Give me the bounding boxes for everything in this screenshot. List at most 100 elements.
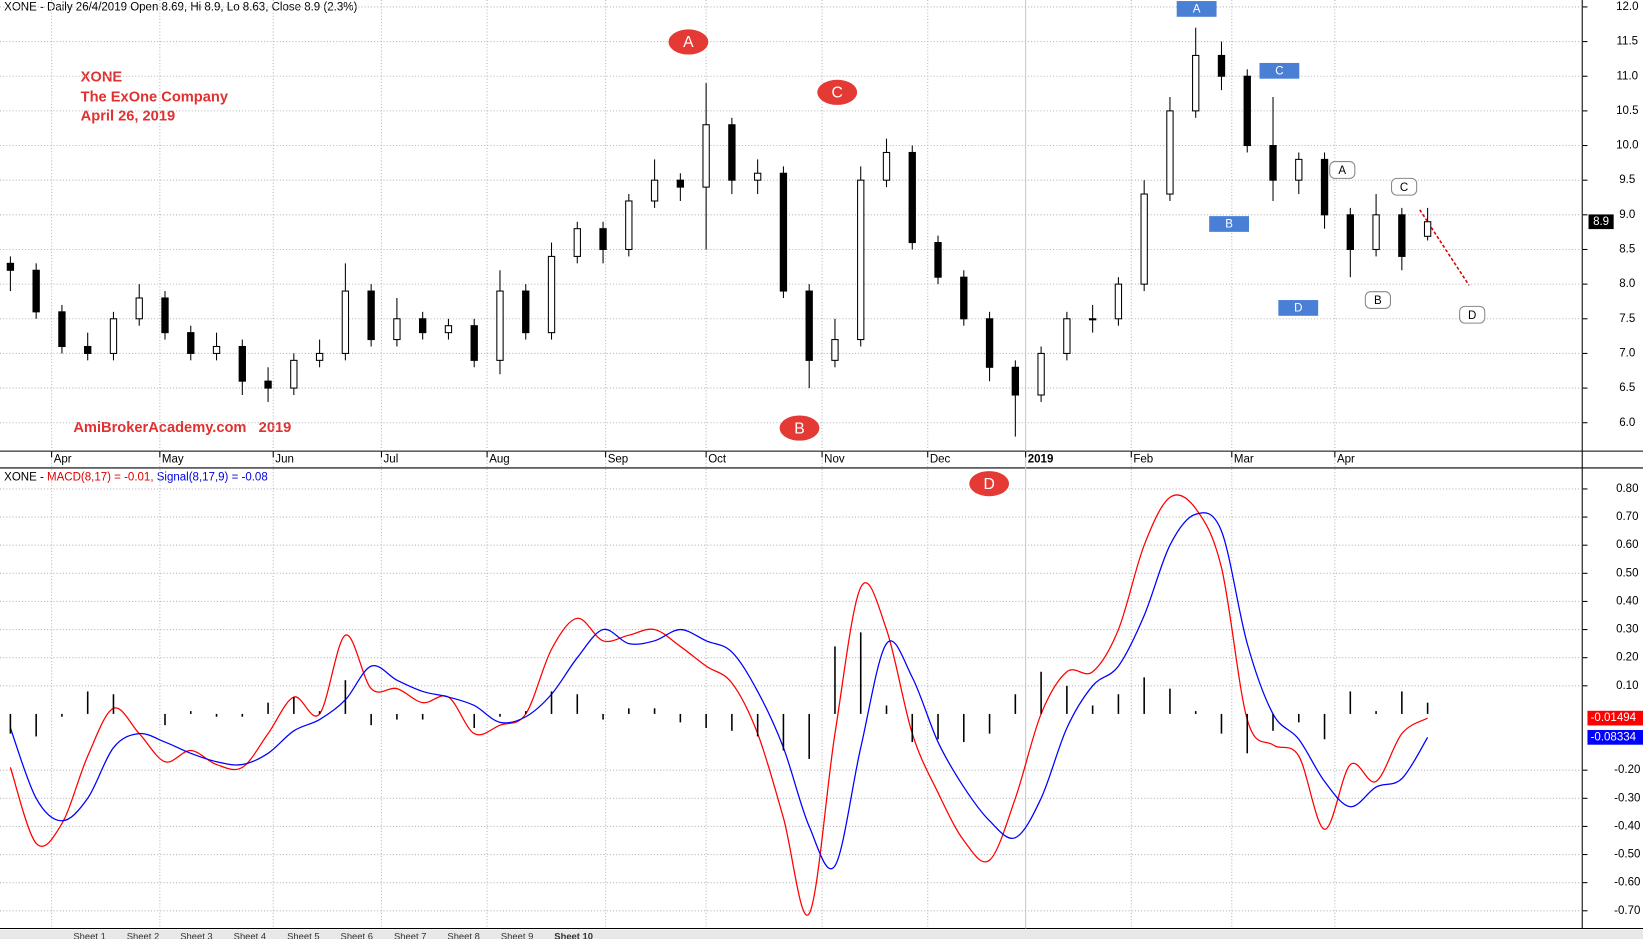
annotation-label: C: [1275, 65, 1283, 77]
y-tick-label: 0.60: [1616, 539, 1638, 551]
x-tick-label: Oct: [708, 454, 727, 466]
candle-body: [470, 325, 478, 361]
y-tick-label: 11.5: [1617, 36, 1639, 48]
y-tick-label: 0.50: [1616, 567, 1638, 579]
y-tick-label: 12.0: [1616, 1, 1638, 13]
header-part: MACD(8,17) = -0.01,: [47, 471, 157, 483]
annotation-label: C: [1400, 182, 1408, 194]
annotation-label: A: [683, 34, 694, 51]
annotation-marker: [817, 79, 858, 105]
x-tick-label: 2019: [1028, 454, 1054, 466]
candle-body: [1346, 214, 1354, 251]
candle-body: [58, 311, 66, 348]
y-tick-label: 6.0: [1619, 417, 1635, 429]
candle-body: [985, 318, 994, 368]
macd-header: XONE - MACD(8,17) = -0.01, Signal(8,17,9…: [4, 471, 268, 483]
candle-body: [419, 318, 427, 334]
candle-body: [728, 124, 736, 181]
candle-body: [187, 332, 195, 354]
y-tick-label: -0.40: [1614, 820, 1640, 832]
candle-body: [1088, 318, 1097, 321]
candle-body: [1140, 193, 1148, 285]
y-tick-label: 7.5: [1619, 313, 1635, 325]
sheet-tab[interactable]: Sheet 3: [180, 930, 212, 939]
last-value-box: [1587, 730, 1643, 745]
candle-body: [908, 151, 916, 244]
annotation-marker: [779, 415, 820, 441]
note: The ExOne Company: [81, 89, 229, 105]
annotation-label: D: [1294, 302, 1302, 314]
sheet-tab[interactable]: Sheet 1: [73, 930, 105, 939]
x-tick-label: Dec: [930, 454, 951, 466]
annotation-marker: [969, 471, 1010, 497]
x-tick-label: Jul: [384, 454, 399, 466]
candle-body: [109, 318, 118, 354]
candle-body: [676, 179, 685, 188]
macd-line: [9, 512, 1429, 870]
sheet-tab[interactable]: Sheet 2: [127, 930, 159, 939]
x-tick-label: Nov: [824, 454, 845, 466]
candle-body: [1423, 221, 1432, 237]
y-tick-label: 10.0: [1616, 140, 1638, 152]
x-tick-label: May: [162, 454, 184, 466]
price-header: XONE - Daily 26/4/2019 Open 8.69, Hi 8.9…: [4, 1, 357, 13]
candle-body: [1243, 75, 1251, 147]
y-tick-label: 7.0: [1619, 347, 1635, 359]
y-tick-label: -0.20: [1614, 764, 1640, 776]
candle-body: [522, 290, 530, 334]
candle-body: [753, 172, 762, 181]
candle-body: [1372, 214, 1380, 251]
candle-body: [161, 297, 169, 334]
x-tick-label: Aug: [489, 454, 509, 466]
candle-body: [1217, 54, 1226, 77]
candle-body: [1192, 54, 1200, 112]
y-tick-label: -0.70: [1614, 905, 1640, 917]
candle-body: [238, 345, 246, 382]
sheet-tab[interactable]: Sheet 7: [394, 930, 426, 939]
candle-body: [1269, 145, 1277, 181]
y-tick-label: 9.0: [1619, 209, 1635, 221]
annotation-marker: [1278, 300, 1319, 316]
y-tick-label: 0.20: [1616, 652, 1638, 664]
sheet-tab[interactable]: Sheet 4: [234, 930, 266, 939]
candle-body: [393, 318, 401, 341]
candle-body: [805, 290, 813, 361]
annotation-marker: [1259, 62, 1300, 79]
sheet-tab[interactable]: Sheet 8: [447, 930, 479, 939]
sheet-tab[interactable]: Sheet 6: [341, 930, 373, 939]
candle-body: [1166, 110, 1174, 195]
candle-body: [650, 179, 659, 202]
sheet-tab[interactable]: Sheet 10: [554, 930, 593, 939]
y-tick-label: 10.5: [1616, 105, 1638, 117]
sheet-tab[interactable]: Sheet 9: [501, 930, 533, 939]
candle-body: [496, 290, 504, 361]
last-price-box: [1588, 214, 1614, 230]
candle-body: [1063, 318, 1071, 354]
y-tick-label: 8.0: [1619, 278, 1635, 290]
candle-body: [960, 276, 968, 320]
candle-body: [1114, 283, 1123, 320]
x-tick-label: Feb: [1133, 454, 1153, 466]
y-tick-label: 9.5: [1619, 174, 1635, 186]
annotation-label: A: [1338, 165, 1346, 177]
candle-body: [315, 352, 324, 361]
candle-body: [212, 345, 221, 354]
candle-body: [341, 290, 350, 354]
y-tick-label: 6.5: [1619, 382, 1635, 394]
annotation-marker: [1364, 291, 1391, 309]
last-value-box: [1587, 710, 1643, 726]
candle-body: [599, 228, 607, 251]
candle-body: [444, 325, 453, 334]
sheet-tab[interactable]: Sheet 5: [287, 930, 319, 939]
y-tick-label: 0.30: [1616, 624, 1638, 636]
candle-body: [625, 200, 633, 251]
annotation-marker: [668, 29, 709, 55]
candle-body: [547, 255, 556, 334]
y-tick-label: 0.10: [1616, 680, 1638, 692]
y-tick-label: -0.30: [1614, 792, 1640, 804]
annotation-marker: [1209, 216, 1250, 232]
x-tick-label: Apr: [1337, 454, 1355, 466]
